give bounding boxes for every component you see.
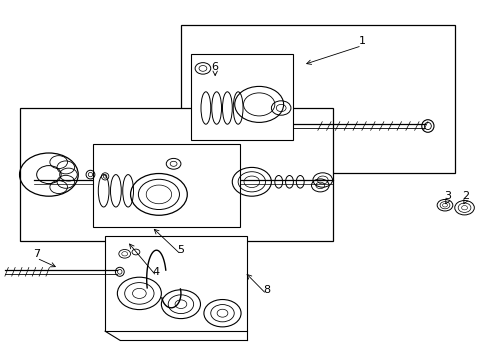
Text: 6: 6 [211, 62, 218, 72]
Polygon shape [105, 236, 246, 331]
Text: 2: 2 [461, 191, 468, 201]
Bar [181, 25, 454, 173]
Text: 1: 1 [358, 36, 365, 46]
Bar [93, 144, 239, 227]
Text: 7: 7 [33, 249, 40, 259]
Text: 8: 8 [263, 285, 269, 295]
Bar [20, 108, 332, 241]
Text: 4: 4 [153, 267, 160, 277]
Bar [190, 54, 293, 140]
Text: 5: 5 [177, 245, 184, 255]
Text: 3: 3 [443, 191, 450, 201]
